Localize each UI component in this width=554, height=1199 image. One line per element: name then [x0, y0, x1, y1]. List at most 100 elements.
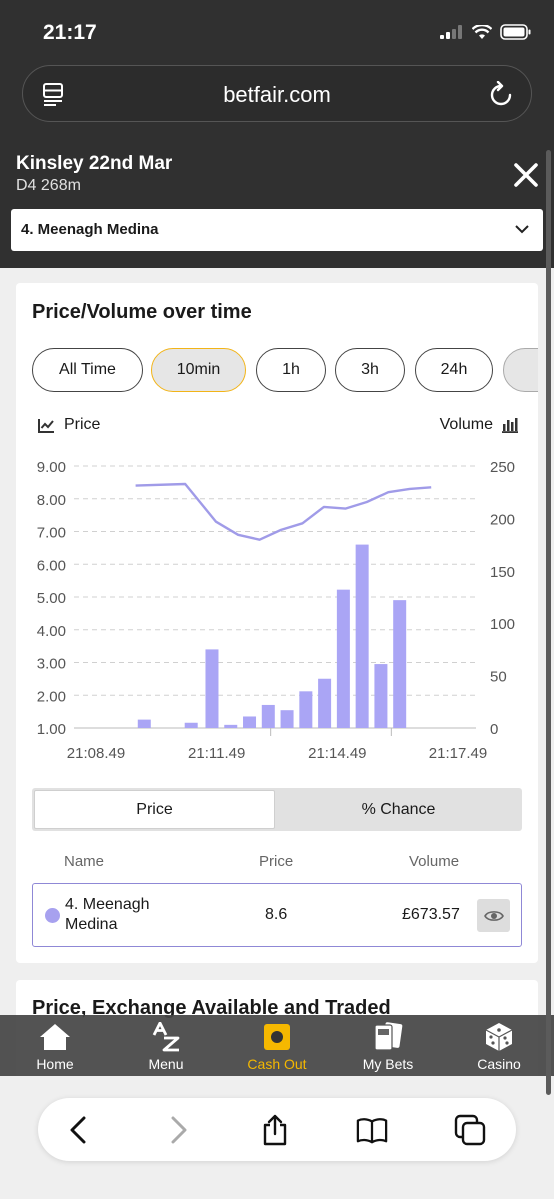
line-chart-icon: [38, 418, 54, 433]
column-header-name: Name: [64, 853, 105, 870]
range-1h-button[interactable]: 1h: [256, 348, 326, 392]
event-subtitle: D4 268m: [16, 177, 81, 194]
share-button[interactable]: [259, 1114, 291, 1146]
toggle-chance-option[interactable]: % Chance: [361, 800, 436, 818]
x-tick-label: 21:08.49: [67, 745, 125, 762]
nav-menu[interactable]: Menu: [111, 1015, 221, 1076]
price-volume-card: Price/Volume over time All Time 10min 1h…: [16, 283, 538, 963]
status-icons: [440, 24, 532, 40]
price-legend: Price: [38, 416, 100, 434]
back-button[interactable]: [62, 1114, 94, 1146]
eye-icon: [483, 910, 504, 921]
y-right-tick-label: 250: [490, 459, 515, 476]
tabs-button[interactable]: [454, 1114, 486, 1146]
range-more-button[interactable]: [503, 348, 538, 392]
y-right-tick-label: 100: [490, 616, 515, 633]
y-left-tick-label: 7.00: [37, 525, 66, 542]
signal-icon: [440, 25, 462, 39]
nav-my-bets-label: My Bets: [362, 1056, 414, 1072]
x-tick-label: 21:17.49: [429, 745, 487, 762]
address-bar[interactable]: betfair.com: [22, 65, 532, 122]
home-icon: [40, 1024, 70, 1050]
range-all-time-button[interactable]: All Time: [32, 348, 143, 392]
back-arrow-icon: [70, 1116, 86, 1144]
y-left-tick-label: 8.00: [37, 492, 66, 509]
volume-bar: [184, 722, 198, 728]
volume-bar: [393, 600, 407, 728]
browser-toolbar-pill: [38, 1098, 516, 1161]
bookmarks-button[interactable]: [356, 1114, 388, 1146]
volume-bar: [336, 589, 350, 728]
card-title: Price/Volume over time: [32, 301, 252, 323]
range-10min-button[interactable]: 10min: [151, 348, 246, 392]
y-right-tick-label: 200: [490, 511, 515, 528]
nav-home-label: Home: [36, 1056, 74, 1072]
y-right-tick-label: 150: [490, 564, 515, 581]
runner-name: 4. Meenagh Medina: [65, 896, 150, 933]
nav-my-bets[interactable]: My Bets: [333, 1015, 443, 1076]
time-range-selector: All Time 10min 1h 3h 24h: [32, 348, 538, 392]
runner-volume: £673.57: [402, 906, 460, 923]
runner-color-dot: [45, 908, 60, 923]
reload-icon[interactable]: [489, 81, 513, 107]
price-volume-chart: 9.00 8.00 7.00 6.00 5.00 4.00 3.00 2.00 1.00 250 2…: [37, 459, 515, 762]
url-text: betfair.com: [223, 82, 331, 107]
y-right-tick-label: 0: [490, 721, 498, 738]
cash-out-icon: [264, 1024, 290, 1050]
range-24h-button[interactable]: 24h: [415, 348, 493, 392]
bar-chart-icon: [502, 417, 518, 433]
reader-mode-icon[interactable]: [42, 82, 66, 106]
nav-casino[interactable]: Casino: [444, 1015, 554, 1076]
price-line: [135, 482, 432, 541]
nav-casino-label: Casino: [477, 1056, 521, 1072]
y-left-tick-label: 3.00: [37, 656, 66, 673]
price-legend-label: Price: [64, 416, 101, 433]
dice-icon: [485, 1023, 513, 1051]
volume-bar: [280, 710, 294, 728]
column-header-price: Price: [259, 853, 294, 870]
column-header-volume: Volume: [409, 853, 460, 870]
x-tick-label: 21:14.49: [308, 745, 366, 762]
y-right-tick-label: 50: [490, 669, 507, 686]
forward-arrow-icon: [171, 1116, 187, 1144]
runner-dropdown-label: 4. Meenagh Medina: [21, 221, 159, 238]
exchange-card-title: Price, Exchange Available and Traded: [32, 997, 391, 1019]
volume-bar: [205, 649, 219, 728]
nav-cash-out[interactable]: Cash Out: [222, 1015, 332, 1076]
book-icon: [356, 1118, 388, 1144]
y-left-tick-label: 4.00: [37, 623, 66, 640]
volume-bar: [355, 544, 369, 728]
runner-dropdown[interactable]: 4. Meenagh Medina: [11, 209, 543, 251]
volume-legend: Volume: [440, 416, 518, 434]
forward-button[interactable]: [163, 1114, 195, 1146]
browser-toolbar: [0, 1076, 554, 1199]
volume-bar: [224, 724, 238, 728]
event-title: Kinsley 22nd Mar: [16, 153, 173, 174]
volume-bar: [318, 678, 332, 728]
nav-menu-label: Menu: [148, 1056, 184, 1072]
volume-bar: [299, 691, 313, 728]
volume-legend-label: Volume: [439, 416, 493, 433]
table-row[interactable]: 4. Meenagh Medina 8.6 £673.57: [32, 883, 522, 947]
y-left-tick-label: 9.00: [37, 459, 66, 476]
my-bets-icon: [374, 1022, 403, 1051]
toggle-price-option[interactable]: Price: [34, 790, 275, 829]
share-icon: [263, 1114, 287, 1146]
y-left-tick-label: 5.00: [37, 590, 66, 607]
volume-bar: [137, 719, 151, 728]
page-scrollbar[interactable]: [546, 150, 551, 1095]
wifi-icon: [472, 24, 492, 39]
chevron-down-icon: [515, 225, 529, 234]
y-left-tick-label: 1.00: [37, 721, 66, 738]
battery-icon: [500, 24, 531, 40]
volume-bar: [243, 716, 257, 728]
tabs-icon: [454, 1114, 486, 1146]
nav-home[interactable]: Home: [0, 1015, 110, 1076]
visibility-toggle-button[interactable]: [477, 899, 510, 932]
price-chance-toggle: Price % Chance: [32, 788, 522, 831]
runner-price: 8.6: [265, 906, 288, 923]
az-menu-icon: [152, 1022, 180, 1052]
close-icon[interactable]: [512, 161, 540, 189]
y-left-tick-label: 6.00: [37, 557, 66, 574]
range-3h-button[interactable]: 3h: [335, 348, 405, 392]
